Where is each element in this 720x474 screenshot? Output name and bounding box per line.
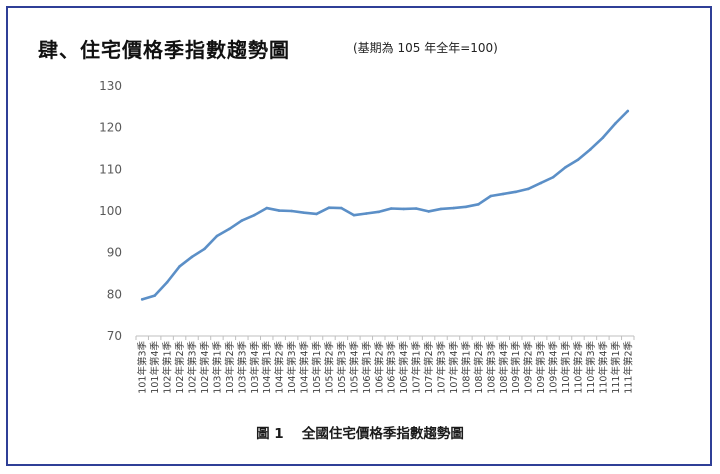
data-point <box>340 206 343 210</box>
x-tick-label: 103年第4季 <box>249 341 261 394</box>
data-point <box>389 207 393 210</box>
x-tick-label: 107年第1季 <box>411 341 423 394</box>
chart-subtitle: (基期為 105 年全年=100) <box>353 41 498 55</box>
y-tick-label: 100 <box>99 204 122 218</box>
data-point <box>215 234 219 238</box>
data-point <box>626 109 630 113</box>
x-tick-label: 108年第3季 <box>485 341 497 394</box>
x-tick-label: 105年第3季 <box>336 341 348 394</box>
x-tick-label: 104年第4季 <box>299 341 311 394</box>
data-point <box>228 227 231 231</box>
x-tick-label: 109年第1季 <box>510 341 522 394</box>
y-tick-label: 110 <box>99 162 122 176</box>
x-tick-label: 111年第2季 <box>622 341 634 394</box>
x-tick-label: 107年第2季 <box>423 341 435 394</box>
data-point <box>576 158 580 162</box>
data-point <box>526 187 530 191</box>
x-tick-label: 102年第1季 <box>162 341 174 394</box>
y-tick-label: 70 <box>107 329 122 343</box>
x-tick-label: 103年第2季 <box>224 341 236 394</box>
x-tick-label: 103年第3季 <box>236 341 248 394</box>
x-tick-label: 106年第1季 <box>361 341 373 394</box>
data-point <box>501 192 505 196</box>
data-point <box>464 205 468 209</box>
x-tick-label: 102年第3季 <box>187 341 199 394</box>
data-point <box>265 206 269 210</box>
x-tick-label: 108年第4季 <box>498 341 510 394</box>
x-tick-label: 102年第2季 <box>174 341 186 394</box>
data-point <box>589 148 592 151</box>
x-tick-label: 110年第3季 <box>585 341 597 394</box>
figure-caption: 圖 1 全國住宅價格季指數趨勢圖 <box>256 426 464 442</box>
data-point <box>190 255 194 259</box>
data-point <box>165 280 169 284</box>
x-tick-label: 108年第2季 <box>473 341 485 394</box>
x-tick-label: 106年第4季 <box>398 341 410 394</box>
x-tick-label: 109年第2季 <box>523 341 535 394</box>
x-tick-label: 107年第4季 <box>448 341 460 394</box>
data-point <box>377 210 381 214</box>
data-point <box>327 206 331 209</box>
x-tick-label: 110年第1季 <box>560 341 572 394</box>
x-tick-label: 110年第4季 <box>597 341 609 394</box>
data-point <box>153 294 156 297</box>
data-point <box>414 207 418 210</box>
series-line <box>140 109 630 301</box>
chart-title: 肆、住宅價格季指數趨勢圖 <box>38 38 290 62</box>
y-tick-label: 120 <box>99 121 122 135</box>
data-point <box>315 212 318 216</box>
data-point <box>489 194 493 198</box>
x-tick-label: 106年第2季 <box>373 341 385 394</box>
data-point <box>514 190 518 194</box>
x-tick-label: 106年第3季 <box>386 341 398 394</box>
data-point <box>601 136 605 139</box>
data-point <box>140 298 144 301</box>
data-point <box>302 211 306 214</box>
x-tick-label: 101年第4季 <box>149 341 161 394</box>
x-tick-label: 105年第1季 <box>311 341 323 394</box>
x-tick-label: 101年第3季 <box>137 341 149 394</box>
data-point <box>365 212 368 215</box>
x-tick-label: 109年第3季 <box>535 341 547 394</box>
x-tick-label: 102年第4季 <box>199 341 211 394</box>
data-point <box>551 175 555 179</box>
data-point <box>402 207 405 211</box>
x-axis: 101年第3季 101年第4季 102年第1季 102年第2季 102年第3季 102年第… <box>135 335 635 394</box>
data-point <box>240 219 244 222</box>
data-point <box>564 165 567 169</box>
data-point <box>439 207 443 211</box>
data-point <box>290 209 293 213</box>
data-point <box>539 181 542 185</box>
data-point <box>352 213 356 217</box>
y-axis: 70 80 90 100 110 120 130 <box>99 79 122 343</box>
data-point <box>203 247 206 251</box>
data-point <box>452 206 455 210</box>
x-tick-label: 107年第3季 <box>436 341 448 394</box>
x-tick-label: 103年第1季 <box>211 341 223 394</box>
x-tick-label: 110年第2季 <box>572 341 584 394</box>
x-tick-label: 104年第2季 <box>274 341 286 394</box>
x-tick-label: 108年第1季 <box>460 341 472 394</box>
data-point <box>477 203 480 206</box>
data-point <box>277 209 281 212</box>
data-point <box>614 122 617 125</box>
x-tick-label: 104年第3季 <box>286 341 298 394</box>
x-tick-label: 105年第2季 <box>323 341 335 394</box>
series-layer <box>140 109 630 301</box>
y-tick-label: 130 <box>99 79 122 93</box>
data-point <box>252 213 256 217</box>
y-tick-label: 90 <box>107 246 122 260</box>
x-tick-label: 105年第4季 <box>348 341 360 394</box>
figure-frame <box>6 6 712 466</box>
data-point <box>178 265 181 268</box>
x-tick-label: 109年第4季 <box>548 341 560 394</box>
x-tick-label: 104年第1季 <box>261 341 273 394</box>
y-tick-label: 80 <box>107 287 122 301</box>
data-point <box>427 210 430 213</box>
x-tick-label: 111年第1季 <box>610 341 622 394</box>
